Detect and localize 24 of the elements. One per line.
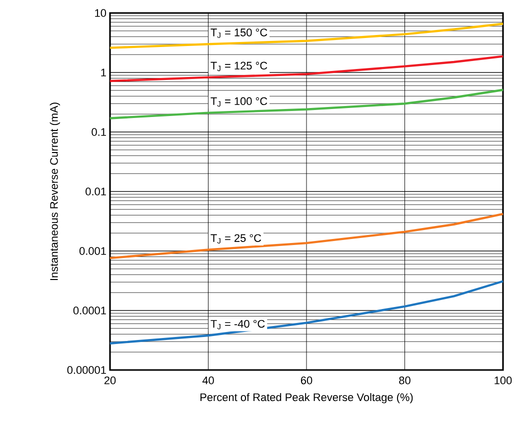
- series-label: T$_{J}$ = 125 °C: [210, 62, 268, 72]
- x-tick-label: 20: [104, 376, 116, 384]
- y-tick-label: 0.0001: [73, 306, 106, 314]
- series-label: T$_{J}$ = 150 °C: [210, 28, 268, 38]
- series-label: T$_{J}$ = -40 °C: [210, 320, 265, 330]
- line-series: [108, 212, 504, 260]
- x-tick-label: 40: [202, 376, 214, 384]
- y-tick-label: 0.01: [86, 188, 106, 196]
- y-tick-label: 10: [95, 9, 106, 17]
- y-tick-label: 0.001: [79, 247, 106, 255]
- x-tick-label: 80: [399, 376, 410, 384]
- y-tick-label: 0.1: [92, 128, 106, 136]
- x-tick-label: 60: [300, 376, 312, 384]
- line-series: [108, 280, 504, 344]
- series-label: T$_{J}$ = 25 °C: [210, 234, 262, 244]
- line-series: [108, 22, 504, 49]
- line-series: [108, 88, 504, 120]
- x-tick-label: 100: [494, 376, 512, 384]
- x-axis-title: Percent of Rated Peak Reverse Voltage (%): [200, 393, 413, 404]
- line-series: [108, 55, 504, 82]
- y-tick-label: 0.00001: [67, 366, 106, 374]
- series-label: T$_{J}$ = 100 °C: [210, 97, 268, 107]
- y-axis-title: Instantaneous Reverse Current (mA): [50, 102, 60, 280]
- y-tick-label: 1: [101, 68, 106, 76]
